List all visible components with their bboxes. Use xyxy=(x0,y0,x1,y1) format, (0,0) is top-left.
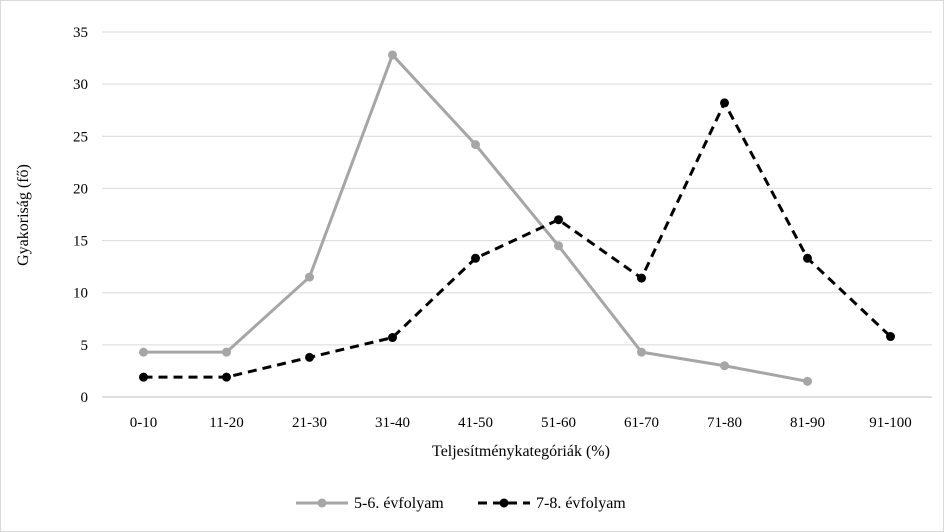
data-point xyxy=(886,332,895,342)
y-tick-label: 15 xyxy=(73,234,88,250)
data-point xyxy=(471,140,480,150)
data-point xyxy=(720,98,729,108)
y-tick-label: 20 xyxy=(73,181,88,197)
data-point xyxy=(139,347,148,357)
series-2 xyxy=(139,98,895,382)
data-point xyxy=(139,372,148,382)
x-tick-label: 0-10 xyxy=(130,415,158,431)
x-tick-label: 31-40 xyxy=(375,415,410,431)
legend: 5-6. évfolyam 7-8. évfolyam xyxy=(296,495,626,512)
data-point xyxy=(471,253,480,263)
data-point xyxy=(554,241,563,251)
legend-item: 7-8. évfolyam xyxy=(478,495,626,512)
data-point xyxy=(305,272,314,282)
series-lines xyxy=(139,50,895,386)
data-point xyxy=(554,215,563,225)
data-point xyxy=(388,333,397,343)
x-tick-label: 71-80 xyxy=(707,415,742,431)
x-tick-label: 21-30 xyxy=(292,415,327,431)
gridlines xyxy=(102,31,932,346)
data-point xyxy=(388,50,397,60)
y-tick-label: 0 xyxy=(81,390,89,406)
series-line xyxy=(143,53,808,383)
data-point xyxy=(222,372,231,382)
legend-marker xyxy=(499,498,509,508)
y-tick-label: 35 xyxy=(73,25,88,41)
x-tick-label: 61-70 xyxy=(624,415,659,431)
y-axis-title: Gyakoriság (fő) xyxy=(15,164,32,266)
data-point xyxy=(803,376,812,386)
x-tick-label: 91-100 xyxy=(869,415,912,431)
y-tick-label: 25 xyxy=(73,129,88,145)
legend-label: 5-6. évfolyam xyxy=(354,495,444,512)
data-point xyxy=(637,347,646,357)
legend-marker xyxy=(317,498,327,508)
legend-label: 7-8. évfolyam xyxy=(536,495,626,512)
tick-labels: 0 5 10 15 20 25 30 35 0-10 11-20 21-30 31-40 41-50 51… xyxy=(73,25,912,431)
data-point xyxy=(720,361,729,371)
x-tick-label: 11-20 xyxy=(209,415,243,431)
series-1 xyxy=(139,50,812,386)
data-point xyxy=(305,352,314,362)
x-tick-label: 81-90 xyxy=(790,415,825,431)
data-point xyxy=(637,273,646,283)
y-tick-label: 5 xyxy=(81,338,89,354)
series-line xyxy=(143,101,892,379)
y-tick-label: 30 xyxy=(73,77,88,93)
data-point xyxy=(803,253,812,263)
data-point xyxy=(222,347,231,357)
x-tick-label: 51-60 xyxy=(541,415,576,431)
legend-item: 5-6. évfolyam xyxy=(296,495,444,512)
x-axis-title: Teljesítménykategóriák (%) xyxy=(432,443,610,460)
x-tick-label: 41-50 xyxy=(458,415,493,431)
y-tick-label: 10 xyxy=(73,286,88,302)
